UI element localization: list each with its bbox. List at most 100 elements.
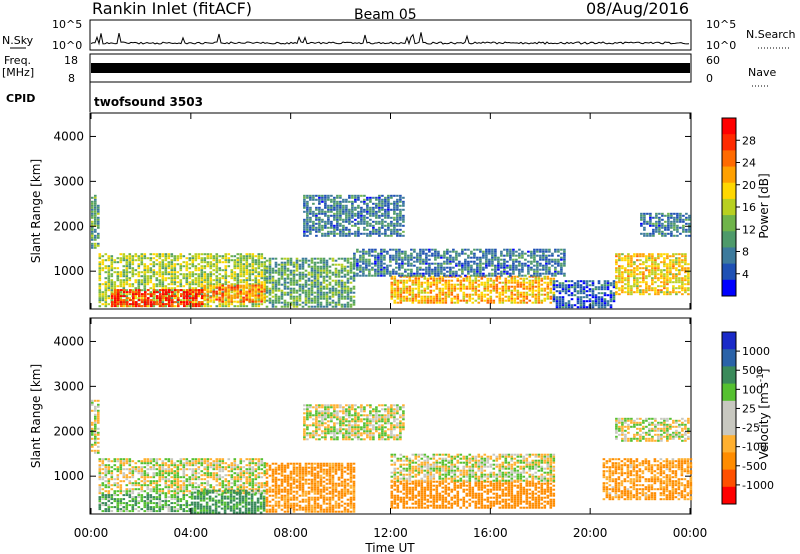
power-cell-r9	[675, 275, 678, 278]
power-cell-r7	[488, 248, 491, 251]
power-cell-r1	[176, 301, 180, 304]
power-data	[91, 194, 691, 309]
power-cell-r7	[383, 270, 386, 273]
power-cell-r4	[349, 295, 353, 298]
power-cell-r4	[304, 281, 308, 284]
power-cell-r5	[387, 216, 390, 219]
vel-cell-r1	[110, 488, 114, 491]
power-cell-r3	[218, 296, 221, 299]
vel-cell-r1	[173, 478, 177, 481]
vel-cell-r1	[143, 460, 147, 463]
power-cell-r5	[336, 222, 339, 225]
vel-cell-r1	[128, 482, 132, 485]
power-cell-r7	[473, 254, 476, 257]
power-cell-r6	[465, 301, 469, 304]
power-cell-r2	[156, 295, 159, 298]
power-cell-r5	[327, 208, 330, 211]
power-cell-r4	[280, 277, 284, 280]
power-cell-r4	[325, 273, 329, 276]
power-cell-r2	[144, 295, 147, 298]
power-cell-r7	[353, 260, 356, 263]
vel-cell-r1	[107, 482, 111, 485]
colorbar-tick-label: 24	[742, 157, 756, 170]
power-cell-r8	[552, 282, 556, 285]
power-cell-r1	[212, 301, 216, 304]
power-cell-r5	[384, 200, 387, 203]
power-cell-r4	[319, 291, 323, 294]
power-cell-r7	[533, 272, 536, 275]
power-cell-r7	[353, 264, 356, 267]
vel-cell-r1	[113, 490, 117, 493]
power-cell-r7	[512, 264, 515, 267]
power-cell-r3	[233, 294, 236, 297]
power-cell-r7	[515, 264, 518, 267]
power-cell-r5	[354, 200, 357, 203]
power-cell-r10	[649, 220, 652, 223]
power-cell-r1	[215, 305, 219, 308]
power-cell-r9	[636, 265, 639, 268]
power-cell-r7	[449, 258, 452, 261]
power-cell-r4	[313, 269, 317, 272]
power-cell-r4	[277, 281, 281, 284]
power-cell-r9	[618, 281, 621, 284]
vel-cell-r1	[161, 466, 165, 469]
power-cell-r1	[152, 305, 156, 308]
power-cell-r5	[357, 210, 360, 213]
power-cell-r6	[465, 299, 469, 302]
vel-cell-r1	[116, 484, 120, 487]
power-cell-r7	[356, 268, 359, 271]
power-cell-r8	[561, 296, 565, 299]
power-cell-r4	[316, 285, 320, 288]
power-cell-r6	[402, 287, 406, 290]
power-cell-r5	[372, 196, 375, 199]
power-cell-r1	[143, 257, 147, 260]
power-cell-r9	[642, 277, 645, 280]
power-cell-r7	[395, 270, 398, 273]
power-cell-r5	[354, 212, 357, 215]
power-cell-r7	[494, 252, 497, 255]
power-cell-r6	[474, 275, 478, 278]
power-cell-r6	[408, 277, 412, 280]
power-cell-r7	[365, 258, 368, 261]
power-cell-r5	[381, 194, 384, 197]
power-cell-r1	[170, 281, 174, 284]
power-cell-r1	[185, 281, 189, 284]
power-cell-r4	[334, 267, 338, 270]
power-cell-r6	[435, 287, 439, 290]
power-cell-r6	[402, 289, 406, 292]
power-cell-r7	[464, 260, 467, 263]
power-cell-r2	[138, 305, 141, 308]
power-cell-r4	[265, 287, 269, 290]
power-cell-r4	[340, 269, 344, 272]
power-cell-r7	[443, 256, 446, 259]
vel-cell-r1	[107, 486, 111, 489]
power-cell-r8	[570, 286, 574, 289]
power-cell-r6	[402, 285, 406, 288]
power-cell-r2	[111, 297, 114, 300]
power-cell-r5	[351, 208, 354, 211]
power-cell-r10	[661, 224, 664, 227]
power-cell-r5	[378, 210, 381, 213]
power-cell-r1	[218, 291, 222, 294]
power-cell-r7	[368, 254, 371, 257]
power-cell-r6	[477, 293, 481, 296]
power-cell-r1	[227, 261, 231, 264]
power-cell-r1	[179, 269, 183, 272]
power-cell-r8	[576, 298, 580, 301]
power-cell-r4	[310, 305, 314, 308]
power-cell-r6	[480, 293, 484, 296]
power-cell-r6	[432, 295, 436, 298]
power-cell-r6	[411, 289, 415, 292]
power-cell-r1	[158, 283, 162, 286]
power-cell-r4	[292, 291, 296, 294]
vel-cell-r1	[107, 468, 111, 471]
power-cell-r8	[591, 280, 595, 283]
power-cell-r10	[658, 230, 661, 233]
power-cell-r1	[167, 257, 171, 260]
power-cell-r7	[440, 270, 443, 273]
power-cell-r4	[331, 259, 335, 262]
power-cell-r5	[324, 194, 327, 197]
power-cell-r3	[221, 300, 224, 303]
vel-cell-r0	[91, 433, 94, 436]
power-cell-r7	[386, 272, 389, 275]
